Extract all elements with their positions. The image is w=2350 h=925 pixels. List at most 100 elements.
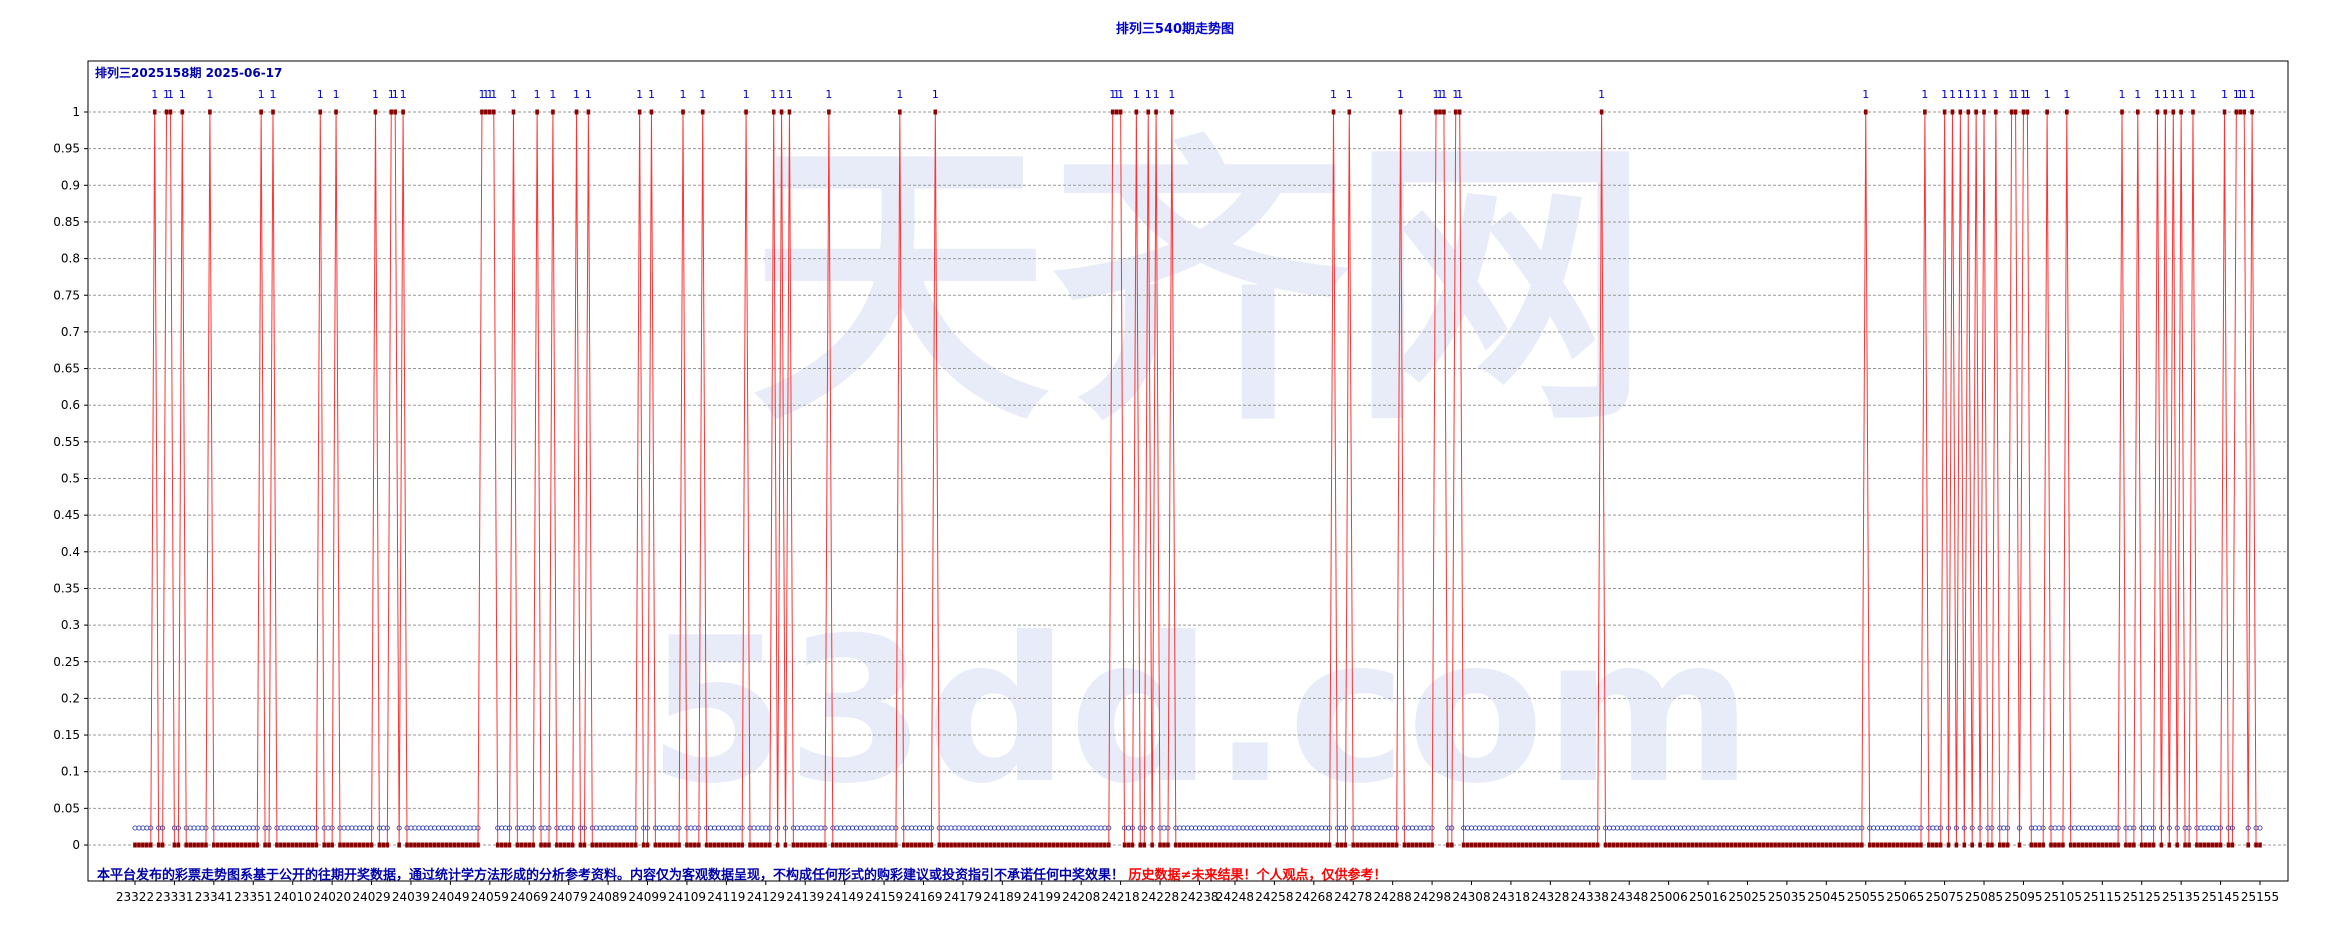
zero-marker [2166, 825, 2172, 831]
zero-marker [1953, 825, 1959, 831]
data-point [448, 842, 453, 848]
y-tick-label: 0.05 [53, 801, 80, 815]
value-label: 1 [167, 88, 174, 101]
x-tick-label: 24278 [1334, 890, 1372, 904]
data-point [756, 842, 760, 848]
data-point [949, 842, 953, 848]
data-point [1063, 842, 1068, 848]
zero-marker [775, 825, 781, 831]
data-point [984, 842, 989, 848]
value-label: 1 [699, 88, 706, 101]
data-point [827, 109, 831, 115]
data-point [1584, 842, 1588, 848]
y-tick-label: 0.95 [53, 142, 80, 156]
data-point [1741, 842, 1746, 848]
data-point [1114, 109, 1119, 115]
data-point [2005, 842, 2010, 848]
data-point [610, 842, 614, 848]
data-point [1497, 842, 1501, 848]
data-point [137, 842, 141, 848]
data-point [858, 842, 863, 848]
data-point [838, 842, 843, 848]
data-point [1702, 842, 1706, 848]
data-point [1662, 842, 1667, 848]
value-label: 1 [2008, 88, 2015, 101]
data-point [334, 109, 338, 115]
data-point [2135, 109, 2140, 115]
zero-marker [676, 825, 682, 831]
data-point [1150, 842, 1154, 848]
zero-marker [822, 825, 828, 831]
data-point [1934, 842, 1939, 848]
value-label: 1 [2063, 88, 2070, 101]
data-point [1375, 842, 1379, 848]
x-tick-label: 24189 [983, 890, 1021, 904]
value-label: 1 [372, 88, 379, 101]
x-tick-label: 24248 [1216, 890, 1254, 904]
data-point [748, 842, 752, 848]
data-point [511, 109, 516, 115]
zero-marker [384, 825, 390, 831]
data-point [2254, 842, 2258, 848]
data-point [2124, 842, 2128, 848]
data-point [2132, 842, 2136, 848]
data-point [476, 842, 480, 848]
data-point [1698, 842, 1702, 848]
x-tick-label: 24139 [786, 890, 824, 904]
data-point [389, 109, 394, 115]
y-axis: 0 0.05 0.1 0.15 0.2 0.25 0.3 0.35 0.4 0.45 0.5 0.55… [53, 105, 88, 852]
value-label: 1 [1965, 88, 1972, 101]
data-point [2104, 842, 2109, 848]
data-point [456, 842, 461, 848]
data-point [1106, 842, 1111, 848]
data-point [1682, 842, 1687, 848]
data-point [866, 842, 871, 848]
x-tick-label: 25135 [2162, 890, 2200, 904]
data-point [1501, 842, 1505, 848]
data-point [969, 842, 973, 848]
x-tick-label: 24049 [431, 890, 469, 904]
data-point [1753, 842, 1758, 848]
data-point [1402, 842, 1407, 848]
data-point [862, 842, 867, 848]
data-point [1359, 842, 1363, 848]
data-point [1591, 842, 1596, 848]
data-point [1828, 842, 1833, 848]
data-point [1710, 842, 1714, 848]
zero-marker [369, 825, 375, 831]
data-point [2108, 842, 2112, 848]
data-point [1024, 842, 1028, 848]
x-tick-label: 24208 [1062, 890, 1100, 904]
data-point [2065, 109, 2069, 115]
data-point [1134, 109, 1139, 115]
data-point [1083, 842, 1087, 848]
data-point [1623, 842, 1628, 848]
data-point [373, 109, 378, 115]
data-point [815, 842, 819, 848]
data-point [689, 842, 693, 848]
data-point [1130, 842, 1135, 848]
zero-marker [203, 825, 209, 831]
value-label: 1 [490, 88, 497, 101]
data-point [1631, 842, 1635, 848]
data-point [752, 842, 756, 848]
disclaimer: 本平台发布的彩票走势图系基于公开的往期开奖数据，通过统计学方法形成的分析参考资料… [97, 867, 1386, 883]
data-point [760, 842, 764, 848]
zero-marker [507, 825, 513, 831]
value-label: 1 [2119, 88, 2126, 101]
y-tick-label: 0.85 [53, 215, 80, 229]
x-tick-label: 24348 [1610, 890, 1648, 904]
data-point [1891, 842, 1896, 848]
data-point [2013, 109, 2018, 115]
data-point [1986, 842, 1990, 848]
data-point [878, 842, 882, 848]
data-point [196, 842, 200, 848]
data-point [996, 842, 1001, 848]
data-point [523, 842, 528, 848]
watermark: 天齐网 53dd.com [648, 112, 1753, 828]
zero-marker [2257, 825, 2263, 831]
data-point [1390, 842, 1395, 848]
value-label: 1 [1981, 88, 1988, 101]
data-point [763, 842, 768, 848]
